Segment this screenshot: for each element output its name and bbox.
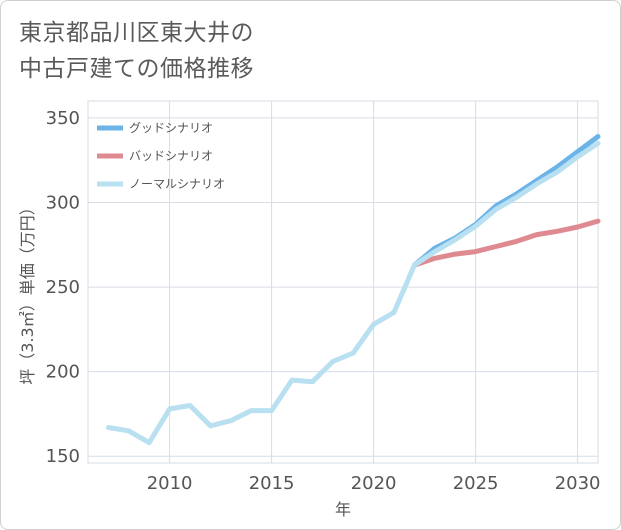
x-tick-label: 2020 [351, 473, 397, 494]
y-axis-title: 坪（3.3㎡）単価（万円） [18, 199, 37, 384]
x-tick-label: 2030 [555, 473, 601, 494]
grid-lines [87, 100, 599, 464]
x-tick-label: 2025 [453, 473, 499, 494]
y-tick-label: 300 [46, 192, 80, 213]
y-tick-label: 200 [46, 362, 80, 383]
y-tick-label: 250 [46, 277, 80, 298]
x-axis-title: 年 [335, 500, 351, 519]
series-line-3 [105, 140, 601, 446]
legend-label: グッドシナリオ [129, 121, 213, 135]
axes: 2010 2015 2020 2025 2030 150 200 250 300 350 [46, 108, 601, 494]
y-tick-label: 350 [46, 108, 80, 129]
chart-title: 東京都品川区東大井の 中古戸建ての価格推移 [19, 15, 254, 87]
x-tick-label: 2010 [147, 473, 193, 494]
legend-label: ノーマルシナリオ [129, 177, 225, 191]
series-lines [105, 134, 601, 446]
plot-frame [87, 100, 599, 464]
x-tick-label: 2015 [249, 473, 295, 494]
series-line-2 [411, 218, 601, 268]
title-line-2: 中古戸建ての価格推移 [19, 56, 254, 82]
y-tick-label: 150 [46, 446, 80, 467]
title-line-1: 東京都品川区東大井の [19, 20, 254, 46]
legend-label: バッドシナリオ [129, 149, 213, 163]
